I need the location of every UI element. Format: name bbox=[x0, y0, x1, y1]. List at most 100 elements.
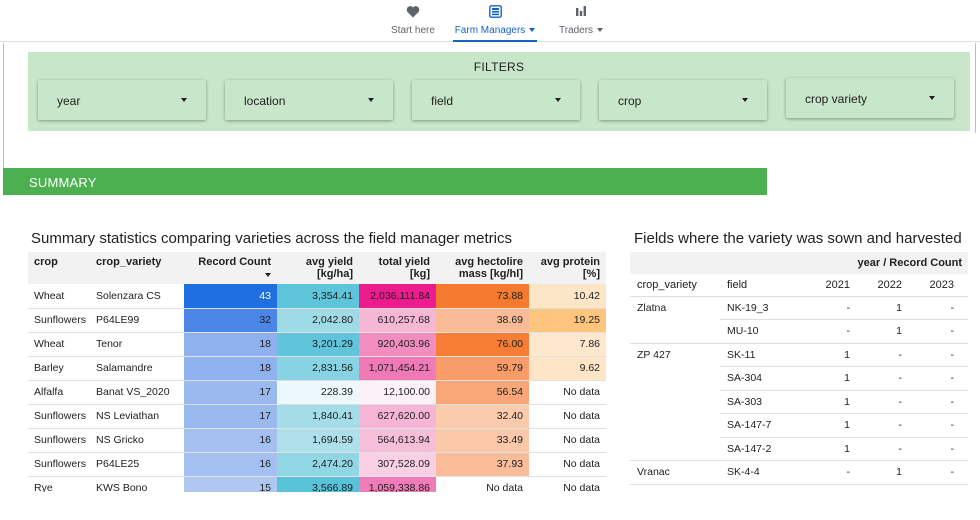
table-row[interactable]: Sunflowers P64LE99 32 2,042.80 610,257.68 38.… bbox=[28, 308, 606, 333]
col-header-2021[interactable]: 2021 bbox=[812, 274, 864, 297]
top-navigation: Start here Farm Managers Traders bbox=[0, 0, 980, 42]
cell-avg-protein: 9.62 bbox=[529, 356, 606, 381]
cell-avg-yield: 3,566.89 bbox=[277, 476, 359, 492]
cell-crop-variety: Vranac bbox=[630, 460, 720, 485]
dropdown-label: crop variety bbox=[805, 92, 868, 106]
cell-crop-variety: Tenor bbox=[90, 332, 184, 357]
cell-field: SA-147-7 bbox=[720, 413, 812, 438]
filter-year-dropdown[interactable]: year bbox=[38, 80, 206, 120]
cell-field: SK-11 bbox=[720, 342, 812, 367]
pivot-header-year-record-count[interactable]: year / Record Count bbox=[720, 252, 968, 274]
cell-avg-hectolitre-mass: 37.93 bbox=[436, 452, 529, 477]
dropdown-label: field bbox=[431, 94, 454, 108]
cell-crop: Sunflowers bbox=[28, 428, 90, 453]
cell-record-count-y2: - bbox=[864, 437, 916, 461]
filter-crop-dropdown[interactable]: crop bbox=[599, 80, 767, 120]
table-header-row: crop crop_variety Record Count avg yield… bbox=[28, 252, 606, 284]
cell-record-count-y1: 1 bbox=[812, 342, 864, 367]
pivot-row[interactable]: MU-10-1- bbox=[630, 319, 968, 344]
pivot-header-row: crop_variety field 2021 2022 2023 bbox=[630, 274, 968, 297]
table-row[interactable]: Alfalfa Banat VS_2020 17 228.39 12,100.00 56.… bbox=[28, 380, 606, 405]
table-row[interactable]: Rye KWS Bono 15 3,566.89 1,059,338.86 No data… bbox=[28, 476, 606, 492]
nav-label: Start here bbox=[391, 25, 435, 36]
cell-record-count-y1: - bbox=[812, 319, 864, 344]
cell-crop: Sunflowers bbox=[28, 308, 90, 333]
filter-field-dropdown[interactable]: field bbox=[412, 80, 580, 120]
nav-farm-managers[interactable]: Farm Managers bbox=[453, 0, 537, 42]
cell-avg-hectolitre-mass: 56.54 bbox=[436, 380, 529, 405]
table-row[interactable]: Sunflowers NS Leviathan 17 1,840.41 627,620.… bbox=[28, 404, 606, 429]
pivot-row[interactable]: ZP 427 SK-11 1- - bbox=[630, 342, 968, 461]
pivot-row[interactable]: SA-147-2 1- - bbox=[630, 437, 968, 461]
cell-crop: Wheat bbox=[28, 284, 90, 309]
cell-record-count-y3: - bbox=[916, 413, 968, 438]
cell-record-count-y2: - bbox=[864, 413, 916, 438]
col-header-avg-yield[interactable]: avg yield [kg/ha] bbox=[277, 252, 359, 284]
cell-avg-hectolitre-mass: 32.40 bbox=[436, 404, 529, 429]
cell-avg-yield: 1,840.41 bbox=[277, 404, 359, 429]
page-border-left bbox=[3, 43, 4, 193]
table-row[interactable]: Sunflowers P64LE25 16 2,474.20 307,528.09 37.… bbox=[28, 452, 606, 477]
cell-total-yield: 12,100.00 bbox=[359, 380, 436, 405]
col-header-total-yield[interactable]: total yield [kg] bbox=[359, 252, 436, 284]
dropdown-arrow-icon bbox=[929, 96, 935, 100]
cell-total-yield: 627,620.00 bbox=[359, 404, 436, 429]
pivot-row[interactable]: SA-303 1- - bbox=[630, 390, 968, 414]
cell-crop-variety: Banat VS_2020 bbox=[90, 380, 184, 405]
cell-total-yield: 2,036,111.84 bbox=[359, 284, 436, 309]
col-header-field[interactable]: field bbox=[720, 274, 812, 297]
cell-crop-variety: Zlatna bbox=[630, 296, 720, 344]
cell-avg-protein: No data bbox=[529, 380, 606, 405]
cell-record-count-y1: - bbox=[812, 460, 864, 485]
cell-crop: Alfalfa bbox=[28, 380, 90, 405]
cell-avg-yield: 2,042.80 bbox=[277, 308, 359, 333]
sort-desc-icon bbox=[265, 273, 271, 277]
cell-crop-variety: KWS Bono bbox=[90, 476, 184, 492]
cell-record-count-y2: - bbox=[864, 342, 916, 367]
cell-crop-variety: NS Leviathan bbox=[90, 404, 184, 429]
cell-avg-hectolitre-mass: 59.79 bbox=[436, 356, 529, 381]
col-header-2023[interactable]: 2023 bbox=[916, 274, 968, 297]
cell-avg-hectolitre-mass: 38.69 bbox=[436, 308, 529, 333]
table-row[interactable]: Barley Salamandre 18 2,831.56 1,071,454.21 59… bbox=[28, 356, 606, 381]
cell-avg-protein: No data bbox=[529, 404, 606, 429]
cell-crop-variety: Salamandre bbox=[90, 356, 184, 381]
cell-record-count: 15 bbox=[184, 476, 277, 492]
cell-record-count-y2: - bbox=[864, 366, 916, 391]
cell-record-count: 17 bbox=[184, 404, 277, 429]
cell-avg-protein: No data bbox=[529, 428, 606, 453]
cell-record-count-y3: - bbox=[916, 319, 968, 344]
col-header-crop-variety[interactable]: crop_variety bbox=[630, 274, 720, 297]
cell-total-yield: 610,257.68 bbox=[359, 308, 436, 333]
col-header-crop[interactable]: crop bbox=[28, 252, 90, 284]
pivot-row[interactable]: Vranac SK-4-4-1- bbox=[630, 460, 968, 485]
cell-crop-variety: P64LE25 bbox=[90, 452, 184, 477]
chevron-down-icon bbox=[529, 28, 536, 33]
col-header-avg-hectolitre-mass[interactable]: avg hectolire mass [kg/hl] bbox=[436, 252, 529, 284]
nav-label: Farm Managers bbox=[453, 25, 537, 36]
fields-pivot-table: year / Record Count crop_variety field 2… bbox=[630, 252, 968, 492]
cell-avg-hectolitre-mass: 76.00 bbox=[436, 332, 529, 357]
table-row[interactable]: Wheat Tenor 18 3,201.29 920,403.96 76.00 7.86 bbox=[28, 332, 606, 357]
cell-crop-variety: Solenzara CS bbox=[90, 284, 184, 309]
col-header-crop-variety[interactable]: crop_variety bbox=[90, 252, 184, 284]
col-header-record-count[interactable]: Record Count bbox=[184, 252, 277, 284]
filter-crop-variety-dropdown[interactable]: crop variety bbox=[786, 78, 954, 118]
col-header-avg-protein[interactable]: avg protein [%] bbox=[529, 252, 606, 284]
pivot-row[interactable]: SA-147-7 1- - bbox=[630, 413, 968, 438]
cell-avg-protein: 10.42 bbox=[529, 284, 606, 309]
pivot-row[interactable]: SA-304 1- - bbox=[630, 366, 968, 391]
nav-traders[interactable]: Traders bbox=[555, 0, 607, 42]
cell-record-count-y1: 1 bbox=[812, 413, 864, 438]
cell-record-count-y3: - bbox=[916, 366, 968, 391]
table-row[interactable]: Wheat Solenzara CS 43 3,354.41 2,036,111.84 7… bbox=[28, 284, 606, 309]
nav-label: Traders bbox=[555, 25, 607, 36]
pivot-row[interactable]: Zlatna NK-19_3-1- bbox=[630, 296, 968, 344]
cell-total-yield: 307,528.09 bbox=[359, 452, 436, 477]
col-header-2022[interactable]: 2022 bbox=[864, 274, 916, 297]
filter-location-dropdown[interactable]: location bbox=[225, 80, 393, 120]
cell-total-yield: 564,613.94 bbox=[359, 428, 436, 453]
nav-start-here[interactable]: Start here bbox=[389, 0, 437, 42]
table-row[interactable]: Sunflowers NS Gricko 16 1,694.59 564,613.94 3… bbox=[28, 428, 606, 453]
dropdown-arrow-icon bbox=[368, 98, 374, 102]
